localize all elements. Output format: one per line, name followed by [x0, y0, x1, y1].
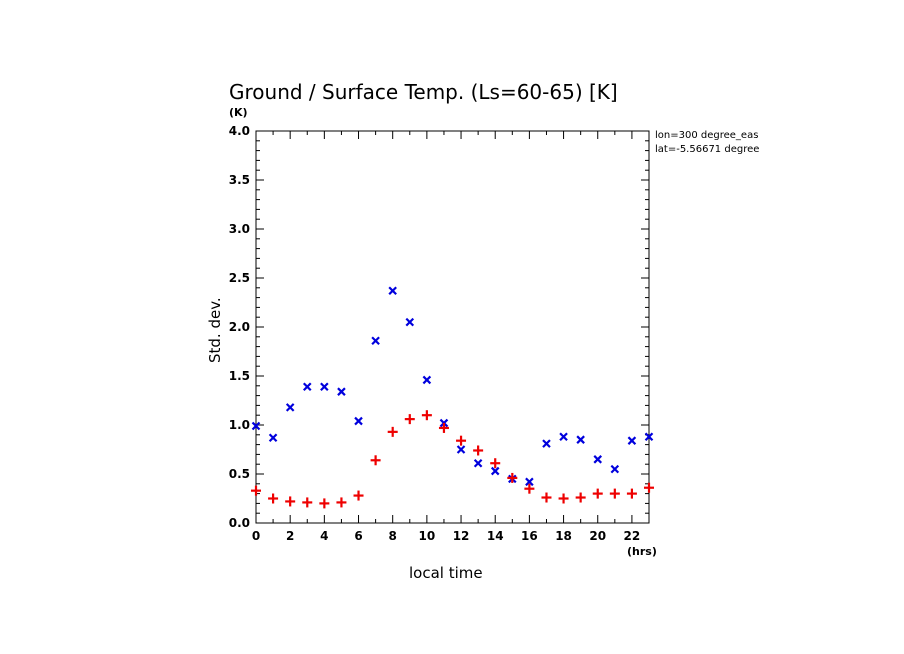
cross-marker: [354, 416, 363, 426]
x-tick-label: 8: [389, 529, 397, 543]
y-axis-label: Std. dev.: [206, 297, 224, 363]
cross-marker: [525, 477, 534, 487]
x-tick-label: 2: [286, 529, 294, 543]
x-tick-label: 0: [252, 529, 260, 543]
x-tick-label: 22: [624, 529, 641, 543]
y-unit-label: (K): [229, 106, 248, 119]
cross-marker: [490, 466, 500, 476]
x-unit-label: (hrs): [627, 545, 657, 558]
plus-marker: [387, 426, 398, 437]
cross-marker: [302, 382, 312, 392]
plus-marker: [302, 497, 313, 508]
cross-marker: [542, 439, 551, 448]
cross-marker: [251, 421, 261, 431]
plus-marker: [626, 488, 637, 499]
y-tick-label: 3.5: [229, 173, 250, 187]
plus-marker: [404, 414, 415, 425]
y-tick-label: 4.0: [229, 124, 250, 138]
y-tick-label: 2.5: [229, 271, 250, 285]
plus-marker: [268, 493, 279, 504]
plus-marker: [370, 455, 381, 466]
plot-frame: [255, 130, 650, 524]
plus-marker: [541, 492, 552, 503]
cross-marker: [337, 387, 346, 396]
cross-marker: [456, 445, 466, 454]
plus-marker: [644, 482, 654, 493]
cross-marker: [422, 375, 432, 385]
annotation-clip: [780, 128, 904, 158]
cross-marker: [268, 433, 278, 443]
y-tick-label: 0.0: [229, 516, 250, 530]
plus-marker: [558, 493, 569, 504]
axes-ticks: 0.0 0.5 1.0 1.5 2.0 2.5 3.0 3.5 4.0 0 2 4 6 8 10 12 14 16…: [229, 124, 650, 543]
plus-marker: [456, 435, 467, 446]
chart-title: Ground / Surface Temp. (Ls=60-65) [K]: [229, 80, 618, 104]
x-tick-label: 16: [521, 529, 538, 543]
cross-marker: [576, 435, 585, 444]
plus-marker: [319, 498, 330, 509]
y-tick-label: 1.5: [229, 369, 250, 383]
annotation-lon: lon=300 degree_eas: [655, 130, 758, 141]
plus-marker: [285, 496, 296, 507]
cross-marker: [320, 382, 329, 392]
cross-marker: [473, 458, 483, 468]
x-tick-label: 12: [453, 529, 470, 543]
plus-marker: [507, 472, 518, 483]
plus-marker: [609, 488, 620, 499]
cross-marker: [610, 464, 620, 474]
x-tick-label: 6: [354, 529, 362, 543]
y-tick-label: 1.0: [229, 418, 250, 432]
plus-marker: [421, 410, 432, 421]
plus-marker: [251, 485, 261, 496]
cross-marker: [559, 432, 568, 442]
y-tick-label: 2.0: [229, 320, 250, 334]
plus-marker: [473, 445, 484, 456]
x-tick-label: 18: [555, 529, 572, 543]
y-tick-label: 0.5: [229, 467, 250, 481]
plus-marker: [524, 483, 535, 494]
cross-marker: [627, 436, 637, 445]
data-markers: [251, 286, 654, 509]
plus-marker: [575, 492, 586, 503]
plus-marker: [438, 422, 449, 433]
plus-marker: [353, 490, 364, 501]
cross-marker: [405, 317, 415, 327]
cross-marker: [644, 432, 654, 442]
cross-marker: [388, 286, 397, 296]
x-axis-label: local time: [409, 564, 483, 582]
plus-marker: [336, 497, 347, 508]
plus-marker: [490, 458, 501, 469]
cross-marker: [593, 455, 603, 464]
cross-marker: [371, 336, 380, 345]
x-tick-label: 4: [320, 529, 328, 543]
plus-marker: [592, 488, 603, 499]
x-tick-label: 20: [589, 529, 606, 543]
cross-marker: [285, 403, 295, 412]
x-tick-label: 10: [419, 529, 436, 543]
y-tick-label: 3.0: [229, 222, 250, 236]
x-tick-label: 14: [487, 529, 504, 543]
annotation-lat: lat=-5.56671 degree: [655, 144, 759, 155]
